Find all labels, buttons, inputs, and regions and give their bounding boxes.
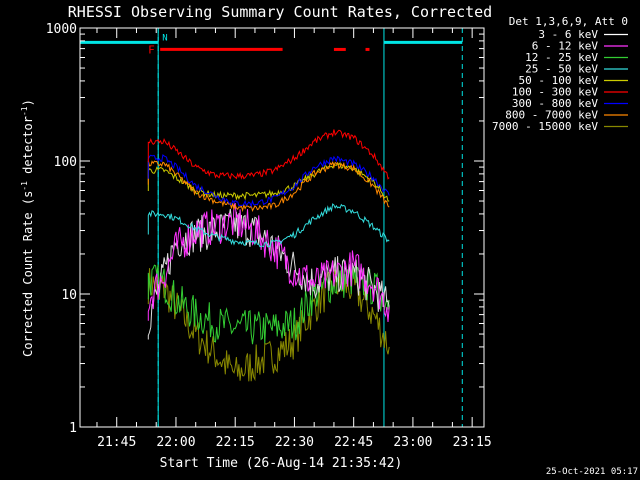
legend-label: 300 - 800 keV bbox=[512, 97, 598, 110]
flare-label: F bbox=[148, 43, 155, 56]
legend-label: 3 - 6 keV bbox=[538, 28, 598, 41]
night-label: N bbox=[162, 33, 167, 43]
legend-header: Det 1,3,6,9, Att 0 bbox=[509, 15, 628, 28]
x-tick-label: 22:15 bbox=[216, 435, 255, 450]
y-tick-label: 100 bbox=[54, 155, 77, 170]
y-axis-label: Corrected Count Rate (s-1 detector-1) bbox=[20, 99, 35, 357]
plot-frame bbox=[79, 27, 485, 428]
x-tick-label: 22:00 bbox=[156, 435, 195, 450]
legend-label: 12 - 25 keV bbox=[525, 51, 598, 64]
series-line bbox=[147, 154, 390, 208]
legend-label: 25 - 50 keV bbox=[525, 63, 598, 76]
series-layer bbox=[147, 129, 390, 382]
series-line bbox=[147, 202, 390, 323]
x-tick-label: 23:15 bbox=[453, 435, 492, 450]
x-axis-label: Start Time (26-Aug-14 21:35:42) bbox=[160, 456, 403, 471]
legend-label: 6 - 12 keV bbox=[532, 40, 599, 53]
y-tick-label: 10 bbox=[61, 288, 77, 303]
legend-label: 100 - 300 keV bbox=[512, 86, 598, 99]
axes: 1 10 100 1000 21:45 22:00 22:15 22:30 22:45 23:00… bbox=[46, 22, 492, 450]
legend-label: 50 - 100 keV bbox=[519, 74, 599, 87]
y-label-end: ) bbox=[21, 99, 35, 106]
legend-label: 7000 - 15000 keV bbox=[492, 120, 598, 133]
y-label-sup-2: -1 bbox=[20, 106, 29, 116]
legend-label: 800 - 7000 keV bbox=[505, 109, 598, 122]
chart-title: RHESSI Observing Summary Count Rates, Co… bbox=[68, 3, 492, 21]
series-line bbox=[147, 203, 390, 248]
x-tick-label: 22:45 bbox=[334, 435, 373, 450]
series-line bbox=[147, 160, 390, 213]
y-label-sup-1: -1 bbox=[20, 181, 29, 191]
timestamp: 25-Oct-2021 05:17 bbox=[546, 467, 638, 477]
y-tick-label: 1 bbox=[69, 421, 77, 436]
series-line bbox=[147, 161, 390, 202]
y-tick-label: 1000 bbox=[46, 22, 77, 37]
series-line bbox=[147, 208, 390, 340]
y-label-mid: detector bbox=[21, 116, 35, 181]
flare-markers: F bbox=[148, 43, 370, 56]
x-tick-label: 22:30 bbox=[275, 435, 314, 450]
x-tick-label: 21:45 bbox=[97, 435, 136, 450]
series-line bbox=[147, 129, 390, 180]
x-tick-label: 23:00 bbox=[393, 435, 432, 450]
y-label-main: Corrected Count Rate (s bbox=[21, 191, 35, 357]
